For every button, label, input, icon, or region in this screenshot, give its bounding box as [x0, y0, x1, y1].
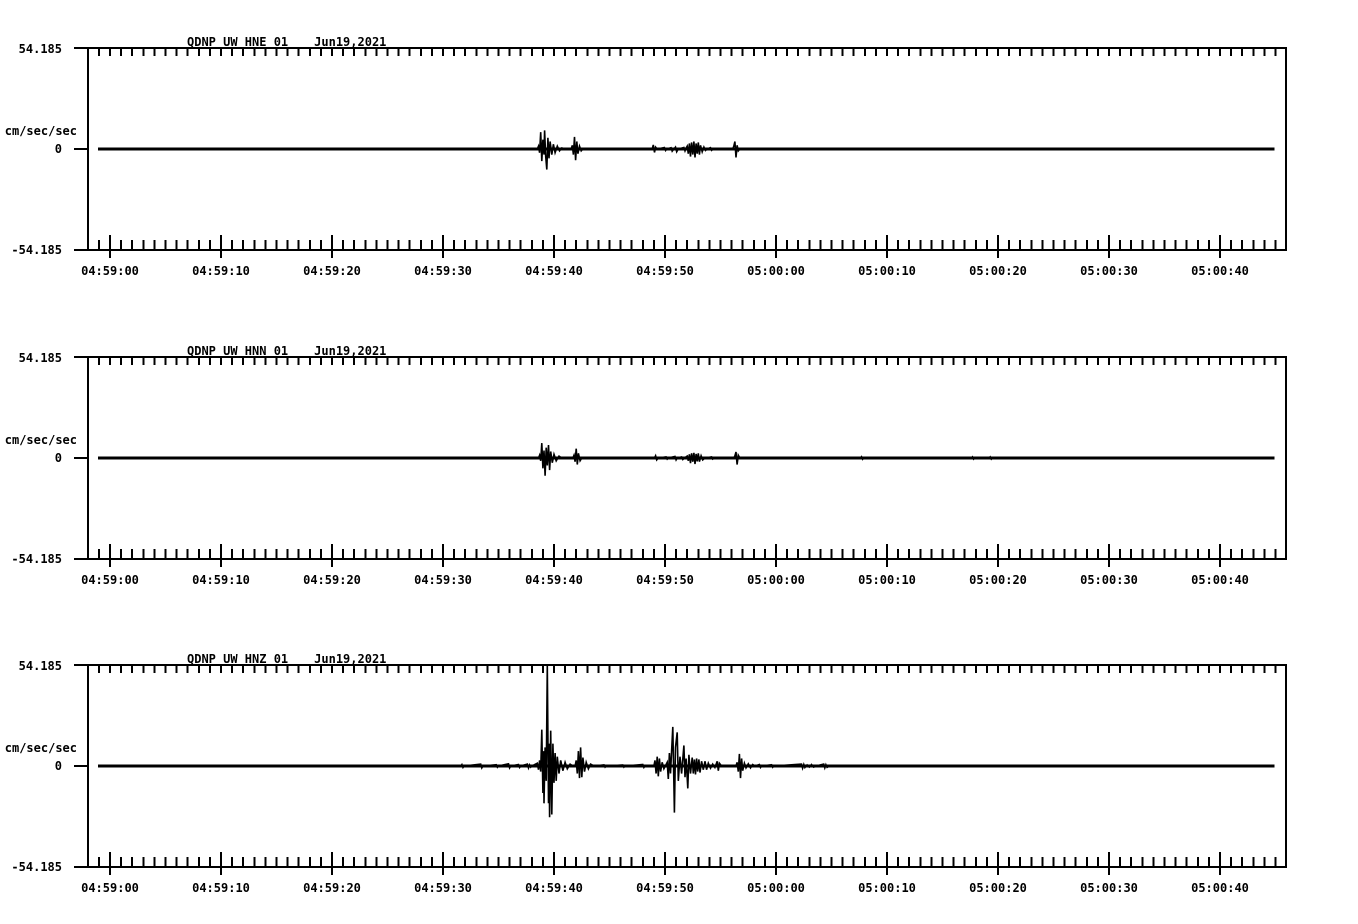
time-tick-label: 05:00:40: [1191, 264, 1249, 278]
time-tick-label: 04:59:30: [414, 881, 472, 895]
time-tick-label: 04:59:00: [81, 573, 139, 587]
y-axis-max-label: 54.185: [18, 351, 62, 365]
time-tick-label: 04:59:00: [81, 881, 139, 895]
time-tick-label: 05:00:40: [1191, 881, 1249, 895]
panel-title: QDNP_UW_HNN_01 Jun19,2021: [187, 344, 387, 358]
waveform-plot-hne: [74, 47, 1287, 258]
time-tick-label: 04:59:20: [303, 264, 361, 278]
time-tick-label: 04:59:40: [525, 264, 583, 278]
time-axis-labels: 04:59:00 04:59:10 04:59:20 04:59:30 04:59:40…: [0, 574, 1358, 588]
time-tick-label: 04:59:50: [636, 573, 694, 587]
panel-title-station: QDNP_UW_HNZ_01: [187, 652, 289, 666]
time-tick-label: 04:59:50: [636, 264, 694, 278]
panel-title-date: Jun19,2021: [314, 35, 387, 49]
y-axis-unit-label: cm/sec/sec: [4, 433, 77, 447]
time-tick-label: 04:59:30: [414, 264, 472, 278]
time-tick-label: 04:59:40: [525, 573, 583, 587]
time-tick-label: 05:00:30: [1080, 573, 1138, 587]
time-tick-label: 04:59:50: [636, 881, 694, 895]
time-tick-label: 05:00:20: [969, 573, 1027, 587]
time-tick-label: 05:00:10: [858, 881, 916, 895]
time-tick-label: 05:00:00: [747, 264, 805, 278]
time-tick-label: 04:59:10: [192, 573, 250, 587]
time-tick-label: 04:59:30: [414, 573, 472, 587]
panel-title-date: Jun19,2021: [314, 652, 387, 666]
y-axis-unit-label: cm/sec/sec: [4, 741, 77, 755]
y-axis-min-label: -54.185: [11, 243, 62, 257]
time-tick-label: 04:59:20: [303, 881, 361, 895]
time-tick-label: 04:59:10: [192, 881, 250, 895]
y-axis-max-label: 54.185: [18, 659, 62, 673]
time-tick-label: 05:00:10: [858, 264, 916, 278]
time-tick-label: 05:00:00: [747, 881, 805, 895]
panel-title: QDNP_UW_HNE_01 Jun19,2021: [187, 35, 387, 49]
time-tick-label: 05:00:30: [1080, 264, 1138, 278]
panel-title: QDNP_UW_HNZ_01 Jun19,2021: [187, 652, 387, 666]
y-axis-zero-label: 0: [54, 451, 62, 465]
panel-title-date: Jun19,2021: [314, 344, 387, 358]
y-axis-unit-label: cm/sec/sec: [4, 124, 77, 138]
y-axis-min-label: -54.185: [11, 552, 62, 566]
time-tick-label: 05:00:20: [969, 881, 1027, 895]
time-axis-labels: 04:59:00 04:59:10 04:59:20 04:59:30 04:59:40…: [0, 882, 1358, 896]
time-tick-label: 05:00:20: [969, 264, 1027, 278]
time-tick-label: 04:59:10: [192, 264, 250, 278]
panel-title-station: QDNP_UW_HNE_01: [187, 35, 289, 49]
time-tick-label: 05:00:00: [747, 573, 805, 587]
waveform-plot-hnn: [74, 356, 1287, 567]
waveform-plot-hnz: [74, 664, 1287, 875]
y-axis-max-label: 54.185: [18, 42, 62, 56]
panel-title-station: QDNP_UW_HNN_01: [187, 344, 289, 358]
y-axis-zero-label: 0: [54, 142, 62, 156]
time-tick-label: 04:59:00: [81, 264, 139, 278]
time-tick-label: 05:00:40: [1191, 573, 1249, 587]
time-tick-label: 04:59:20: [303, 573, 361, 587]
y-axis-zero-label: 0: [54, 759, 62, 773]
time-tick-label: 04:59:40: [525, 881, 583, 895]
time-tick-label: 05:00:10: [858, 573, 916, 587]
time-axis-labels: 04:59:00 04:59:10 04:59:20 04:59:30 04:59:40…: [0, 265, 1358, 279]
time-tick-label: 05:00:30: [1080, 881, 1138, 895]
y-axis-min-label: -54.185: [11, 860, 62, 874]
